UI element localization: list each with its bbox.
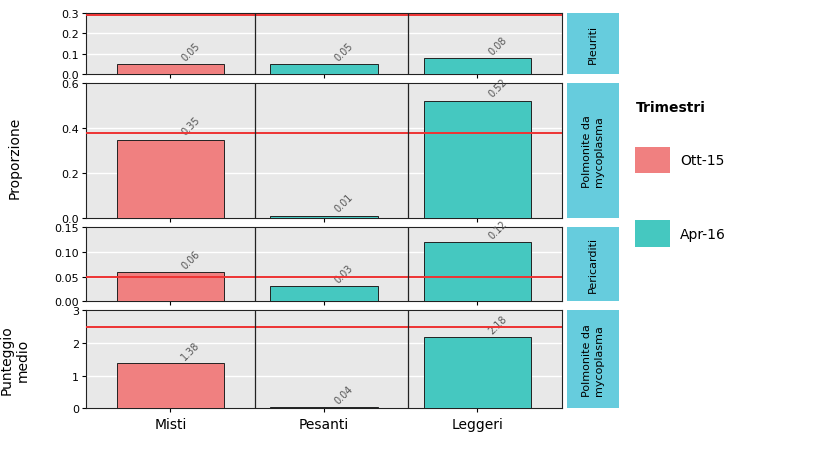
Text: 0.35: 0.35	[179, 115, 201, 138]
Bar	[423, 102, 531, 219]
Text: 0.12: 0.12	[486, 219, 508, 241]
Text: 0.06: 0.06	[179, 248, 201, 270]
Text: 2.18: 2.18	[486, 313, 508, 336]
Bar	[116, 364, 224, 409]
Bar	[423, 337, 531, 409]
Bar	[270, 287, 377, 302]
Text: Pericarditi: Pericarditi	[587, 237, 598, 293]
Bar	[116, 140, 224, 219]
Text: Ott-15: Ott-15	[679, 154, 723, 168]
Bar	[270, 65, 377, 75]
Bar	[116, 272, 224, 302]
Bar	[116, 65, 224, 75]
Text: 0.05: 0.05	[179, 41, 201, 63]
Text: Apr-16: Apr-16	[679, 227, 725, 241]
Text: 0.03: 0.03	[333, 263, 355, 285]
Text: 1.38: 1.38	[179, 339, 201, 362]
Text: Polmonite da
mycoplasma: Polmonite da mycoplasma	[581, 115, 604, 188]
Bar	[270, 407, 377, 409]
Bar	[423, 243, 531, 302]
Text: Punteggio
medio: Punteggio medio	[0, 325, 29, 394]
Text: Pleuriti: Pleuriti	[587, 25, 598, 64]
Text: Trimestri: Trimestri	[635, 101, 704, 115]
Text: 0.08: 0.08	[486, 35, 508, 57]
Bar	[270, 217, 377, 219]
Text: Polmonite da
mycoplasma: Polmonite da mycoplasma	[581, 323, 604, 396]
Text: 0.04: 0.04	[333, 383, 355, 405]
Text: 0.05: 0.05	[333, 41, 355, 63]
Bar	[423, 59, 531, 75]
Text: 0.52: 0.52	[486, 77, 509, 100]
Text: Proporzione: Proporzione	[7, 117, 22, 199]
Text: 0.01: 0.01	[333, 192, 355, 214]
